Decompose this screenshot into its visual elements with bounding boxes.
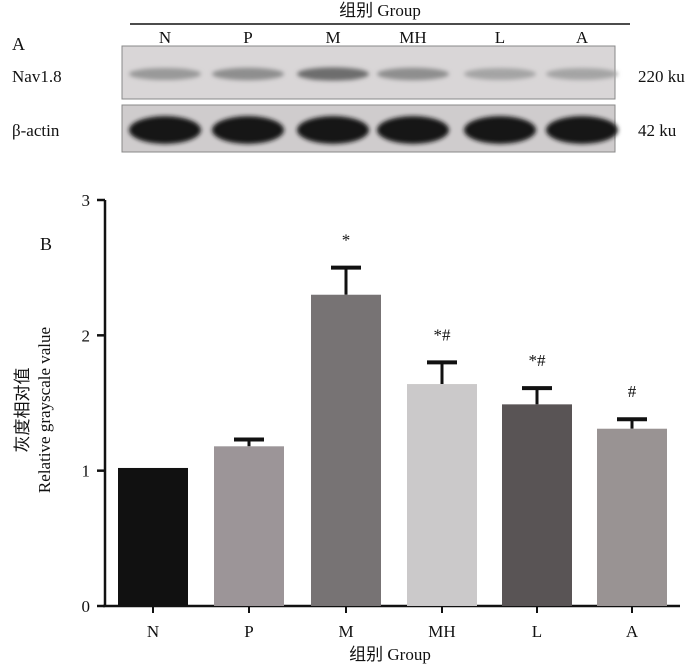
y-tick-label-2: 2 bbox=[82, 326, 91, 345]
bar-n bbox=[118, 467, 188, 606]
band-nav18-mh bbox=[377, 67, 449, 81]
significance-m: * bbox=[342, 231, 351, 250]
x-axis-title: 组别 Group bbox=[349, 645, 431, 664]
bar-l bbox=[502, 404, 572, 606]
bar-mh bbox=[407, 384, 477, 606]
nav18-size-label: 220 ku bbox=[638, 67, 685, 86]
blot-group-header: 组别 Group bbox=[339, 1, 421, 20]
x-tick-label-l: L bbox=[532, 622, 542, 641]
blot-lane-labels: N P M MH L A bbox=[159, 28, 589, 47]
lane-label-p: P bbox=[243, 28, 252, 47]
band-nav18-a bbox=[546, 68, 618, 80]
y-tick-label-1: 1 bbox=[82, 462, 91, 481]
band-actin-l bbox=[464, 116, 536, 144]
x-tick-label-p: P bbox=[244, 622, 253, 641]
lane-label-n: N bbox=[159, 28, 171, 47]
blot-bands bbox=[129, 67, 618, 144]
band-actin-m bbox=[297, 116, 369, 144]
significance-a: # bbox=[628, 382, 637, 401]
band-nav18-m bbox=[297, 67, 369, 81]
significance-l: *# bbox=[529, 351, 547, 370]
y-tick-label-0: 0 bbox=[82, 597, 91, 616]
bar-series: * *# *# # bbox=[118, 231, 667, 606]
x-tick-label-mh: MH bbox=[428, 622, 455, 641]
band-nav18-l bbox=[464, 68, 536, 80]
bar-a bbox=[597, 428, 667, 606]
nav18-row-label: Nav1.8 bbox=[12, 67, 62, 86]
x-tick-label-a: A bbox=[626, 622, 639, 641]
bar-p bbox=[214, 446, 284, 606]
x-tick-label-m: M bbox=[338, 622, 353, 641]
y-axis-title-cn: 灰度相对值 bbox=[13, 368, 32, 453]
band-nav18-n bbox=[129, 67, 201, 81]
y-axis-ticks: 0 1 2 3 bbox=[82, 191, 105, 616]
panel-a-label: A bbox=[12, 34, 25, 54]
significance-mh: *# bbox=[434, 325, 452, 344]
bar-m bbox=[311, 294, 381, 606]
panel-b-label: B bbox=[40, 234, 52, 254]
y-tick-label-3: 3 bbox=[82, 191, 91, 210]
lane-label-l: L bbox=[495, 28, 505, 47]
band-actin-mh bbox=[377, 116, 449, 144]
y-axis-title: 灰度相对值 Relative grayscale value bbox=[13, 327, 54, 493]
actin-row-label: β-actin bbox=[12, 121, 60, 140]
lane-label-a: A bbox=[576, 28, 589, 47]
y-axis-title-en: Relative grayscale value bbox=[35, 327, 54, 493]
lane-label-mh: MH bbox=[399, 28, 426, 47]
actin-size-label: 42 ku bbox=[638, 121, 677, 140]
band-actin-a bbox=[546, 116, 618, 144]
band-actin-p bbox=[212, 116, 284, 144]
x-axis-ticks: N P M MH L A bbox=[147, 606, 639, 641]
lane-label-m: M bbox=[325, 28, 340, 47]
band-nav18-p bbox=[212, 67, 284, 81]
band-actin-n bbox=[129, 116, 201, 144]
x-tick-label-n: N bbox=[147, 622, 159, 641]
